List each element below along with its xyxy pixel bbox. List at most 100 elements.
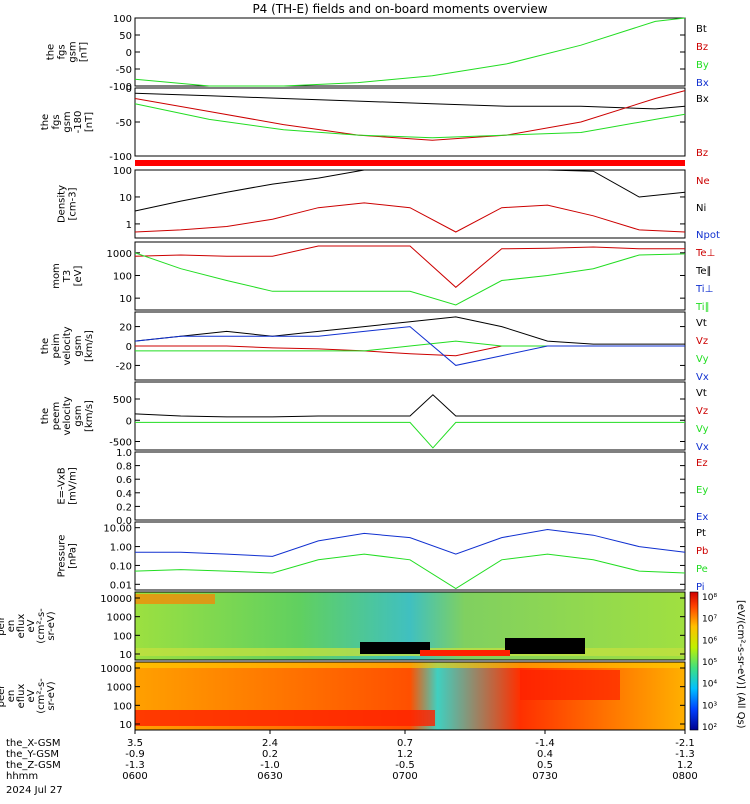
- y-tick-label: 100: [113, 701, 132, 712]
- x-row-value: 1.2: [677, 760, 693, 771]
- series-line-Vy: [135, 421, 685, 449]
- y-tick-label: 0: [126, 416, 132, 427]
- y-tick-label: -100: [109, 152, 132, 163]
- series-line-Bx: [134, 92, 686, 110]
- y-tick-label: 1.0: [116, 448, 132, 459]
- y-tick-label: 0.10: [110, 561, 132, 572]
- y-tick-label: 0.0: [116, 516, 132, 527]
- date-label: 2024 Jul 27: [6, 785, 63, 796]
- y-label-line: sr-eV): [46, 611, 57, 640]
- legend-entry: Bt: [696, 24, 707, 35]
- x-row-value: -0.9: [125, 749, 145, 760]
- x-row-value: 0630: [257, 771, 282, 782]
- legend-entry: By: [696, 60, 709, 71]
- y-label-line: [nT]: [79, 42, 90, 62]
- y-label-line: (cm²-s-: [36, 678, 47, 714]
- y-tick-label: 20: [119, 323, 132, 334]
- y-tick-label: 1: [126, 220, 132, 231]
- legend-entry: Npot: [696, 230, 720, 241]
- figure-title: P4 (TH-E) fields and on-board moments ov…: [252, 2, 547, 16]
- series-line-By: [134, 103, 686, 139]
- y-label-line: peim: [51, 333, 62, 358]
- heatmap-band: [135, 594, 215, 604]
- x-row-value: 2.4: [262, 738, 278, 749]
- panel-frame: [134, 17, 686, 87]
- y-tick-label: 100: [113, 14, 132, 25]
- panel-peir_en: thepeirenefluxeV(cm²-s-sr-eV)10000100010…: [0, 591, 686, 661]
- x-row-value: -1.3: [675, 749, 695, 760]
- series-line-By: [134, 17, 686, 87]
- panel-efield: E=-VxB [mV/m] 1.0 0.8 0.6 0.4 0.2 0.0 Ez Ey Ex: [57, 448, 709, 527]
- y-tick-label: 10: [119, 193, 132, 204]
- y-label-line: [cm-3]: [68, 187, 79, 220]
- y-label-line: gsm: [68, 41, 79, 62]
- y-tick-label: 0: [126, 342, 132, 353]
- series-line-Te⊥: [134, 245, 685, 288]
- colorbar-tick: 10⁷: [702, 615, 717, 625]
- legend-entry: Vy: [696, 424, 709, 435]
- y-tick-label: 10: [119, 294, 132, 305]
- legend-entry: Bx: [696, 94, 709, 105]
- y-tick-label: 50: [119, 31, 132, 42]
- legend-entry: Ni: [696, 203, 706, 214]
- series-line-Ti∥: [134, 252, 686, 306]
- x-row-value: 0.7: [397, 738, 413, 749]
- colorbar-tick: 10⁸: [702, 593, 717, 603]
- legend-entry: Vy: [696, 354, 709, 365]
- panel-frame: [134, 87, 686, 157]
- series-line-Vx: [134, 326, 685, 366]
- separator-bar: [135, 160, 685, 166]
- series-line-Vt: [134, 316, 685, 345]
- colorbar: [689, 591, 699, 731]
- y-tick-label: 0.01: [110, 580, 132, 591]
- y-label-line: T3: [62, 270, 73, 283]
- panel-peer_en: thepeerenefluxeV(cm²-s-sr-eV)10000100010…: [0, 661, 686, 731]
- y-label-line: [km/s]: [84, 330, 95, 362]
- panel-frame: [134, 451, 686, 521]
- heatmap-band: [505, 638, 585, 654]
- y-tick-label: 100: [113, 166, 132, 177]
- colorbar-tick: 10⁶: [702, 636, 717, 646]
- y-label-line: velocity: [62, 396, 73, 435]
- panel-fgs: the fgs gsm [nT] 100 50 0 -50 -100 Bt Bz By Bx: [46, 14, 709, 93]
- y-tick-label: 10: [119, 650, 132, 661]
- y-label-line: gsm: [62, 111, 73, 132]
- y-tick-label: -20: [116, 361, 132, 372]
- legend-entry: Pi: [696, 582, 705, 593]
- heatmap-band: [420, 650, 510, 656]
- legend-entry: Ez: [696, 458, 708, 469]
- legend-entry: Ne: [696, 176, 710, 187]
- y-tick-label: 1000: [107, 249, 132, 260]
- y-tick-label: 500: [113, 395, 132, 406]
- y-tick-label: 1.00: [110, 543, 132, 554]
- y-label-line: [eV]: [73, 266, 84, 287]
- legend-entry: Vt: [696, 318, 707, 329]
- x-row-label: the_X-GSM: [6, 738, 60, 749]
- panel-frame: [134, 591, 686, 661]
- y-label-line: en: [6, 690, 17, 703]
- legend-entry: Bz: [696, 148, 708, 159]
- legend-entry: Vt: [696, 388, 707, 399]
- y-label-line: fgs: [57, 44, 68, 59]
- y-label-line: [mV/m]: [68, 467, 79, 505]
- y-tick-label: 1000: [107, 683, 132, 694]
- series-line-Pe: [134, 553, 686, 590]
- legend-entry: Vx: [696, 372, 709, 383]
- series-line-Pi: [135, 528, 686, 557]
- x-row-value: -2.1: [675, 738, 695, 749]
- x-row-value: -0.5: [395, 760, 415, 771]
- y-tick-label: -500: [109, 438, 132, 449]
- y-label-line: E=-VxB: [57, 467, 68, 504]
- y-label-line: velocity: [62, 326, 73, 365]
- y-label-line: Pressure: [57, 535, 68, 578]
- colorbar-tick: 10⁴: [702, 680, 717, 690]
- legend-entry: Ex: [696, 512, 708, 523]
- panel-moms_t: mom T3 [eV] 1000 100 10 Te⊥ Te∥ Ti⊥ Ti∥: [51, 241, 715, 313]
- y-label-line: [nPa]: [68, 543, 79, 569]
- legend-entry: Bz: [696, 42, 708, 53]
- y-label-line: (cm²-s-: [36, 608, 47, 644]
- y-tick-label: 1000: [107, 613, 132, 624]
- y-label-line: eV: [26, 619, 37, 632]
- x-row-value: 0700: [392, 771, 417, 782]
